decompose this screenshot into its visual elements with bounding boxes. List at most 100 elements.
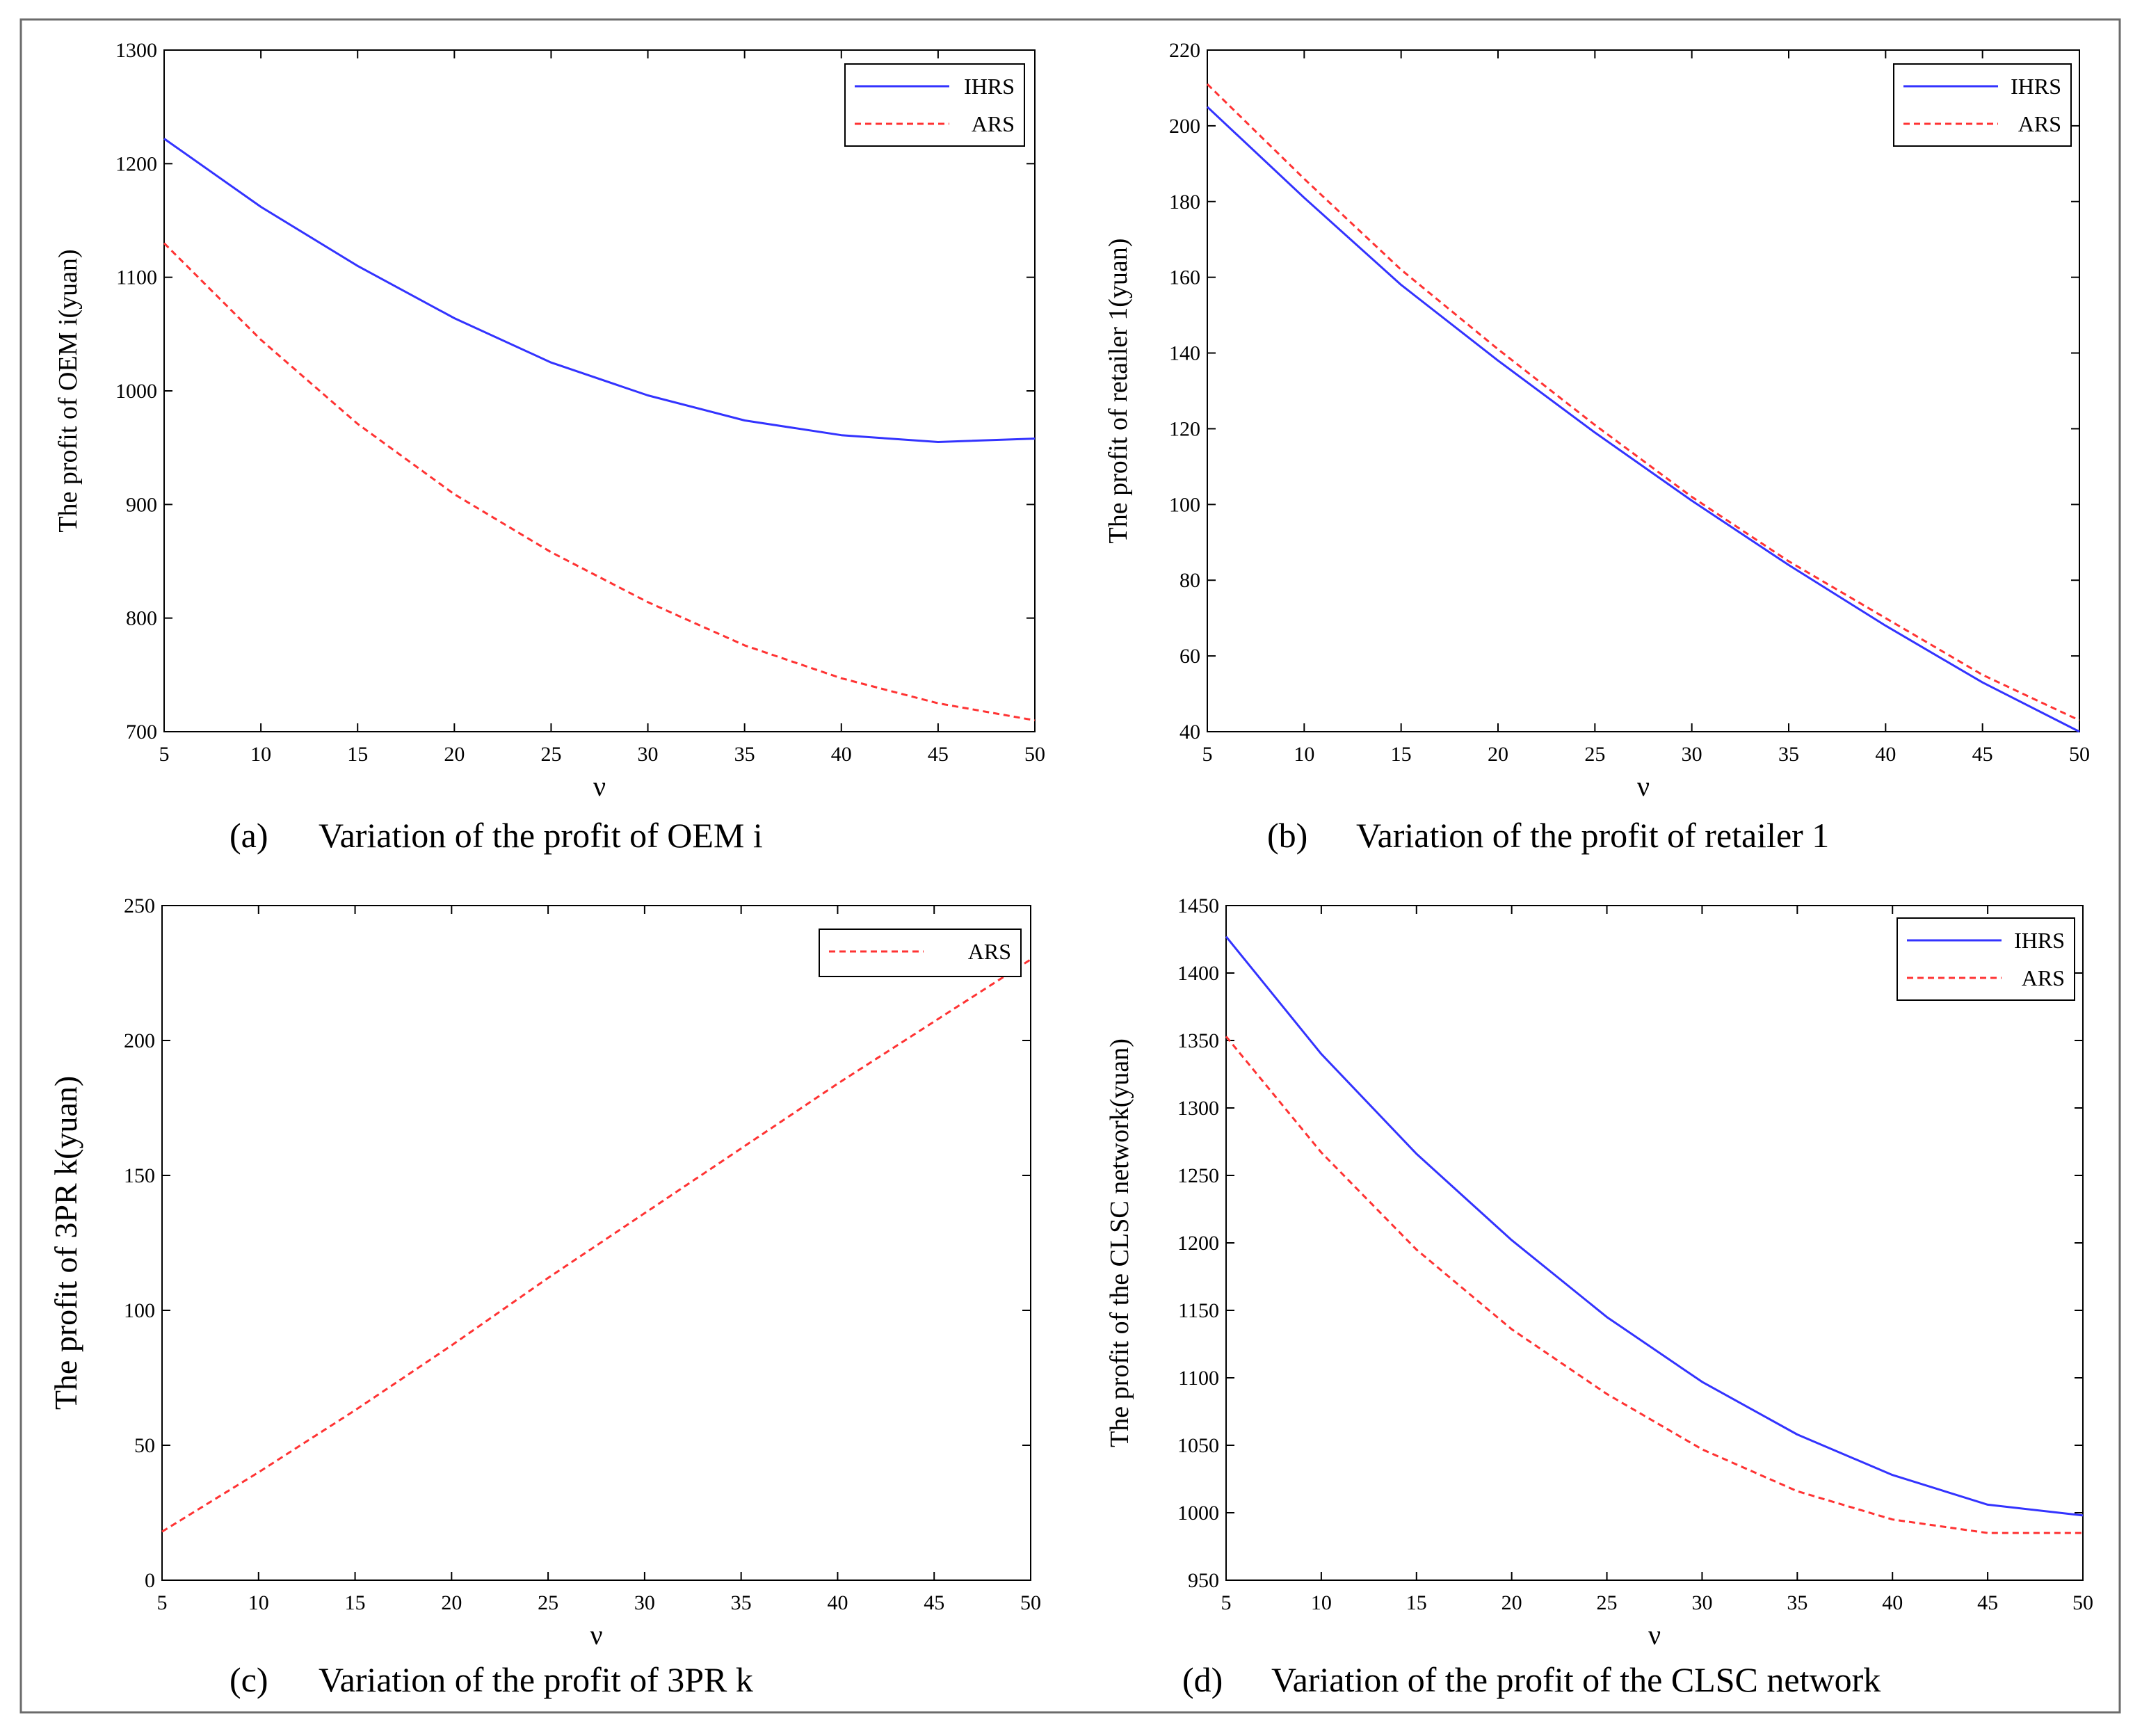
caption-letter: (c)	[230, 1660, 268, 1699]
x-tick-label: 35	[1778, 743, 1799, 766]
x-tick-label: 50	[2072, 1591, 2093, 1614]
x-tick-label: 25	[1597, 1591, 1618, 1614]
legend-label-ars: ARS	[972, 111, 1015, 136]
caption-letter: (d)	[1182, 1660, 1223, 1699]
y-axis-label: The profit of the CLSC network(yuan)	[1105, 1038, 1134, 1447]
x-tick-label: 35	[734, 743, 755, 766]
x-tick-label: 20	[441, 1591, 462, 1614]
series-line-ihrs	[1225, 935, 2084, 1517]
legend-box	[1897, 917, 2075, 1001]
caption-text: Variation of the profit of OEM i	[319, 816, 763, 855]
plot-area	[161, 905, 1031, 1581]
y-tick-label: 1450	[1177, 894, 1219, 917]
y-tick-label: 800	[126, 607, 157, 630]
y-tick-label: 50	[134, 1434, 155, 1457]
y-axis-label: The profit of 3PR k(yuan)	[48, 1076, 83, 1410]
y-tick-label: 1300	[115, 39, 157, 62]
y-tick-label: 1100	[116, 266, 157, 289]
x-tick-label: 5	[157, 1591, 168, 1614]
x-tick-label: 5	[159, 743, 170, 766]
x-tick-label: 45	[1972, 743, 1993, 766]
x-tick-label: 50	[1020, 1591, 1041, 1614]
x-axis-label: ν	[1637, 771, 1650, 802]
legend-label-ihrs: IHRS	[2011, 74, 2061, 99]
caption-text: Variation of the profit of the CLSC netw…	[1271, 1660, 1881, 1699]
x-tick-label: 25	[538, 1591, 558, 1614]
y-tick-label: 100	[124, 1299, 155, 1322]
caption-letter: (b)	[1267, 816, 1307, 855]
y-axis-label: The profit of OEM i(yuan)	[54, 249, 83, 532]
y-tick-label: 150	[124, 1164, 155, 1187]
y-tick-label: 1100	[1178, 1367, 1219, 1390]
x-tick-label: 15	[345, 1591, 366, 1614]
y-tick-label: 1000	[1177, 1502, 1219, 1525]
chart-b: 5 10 15 20 25 30 35 40 45 50 40 60 80 100 120 140 160 180…	[1104, 39, 2090, 855]
x-tick-label: 25	[540, 743, 561, 766]
y-tick-label: 160	[1169, 266, 1200, 289]
y-axis-label: The profit of retailer 1(yuan)	[1104, 239, 1133, 544]
x-tick-label: 40	[1875, 743, 1896, 766]
y-tick-label: 140	[1169, 342, 1200, 365]
x-tick-label: 30	[634, 1591, 655, 1614]
x-tick-label: 25	[1584, 743, 1605, 766]
x-tick-label: 40	[1882, 1591, 1903, 1614]
y-tick-label: 1250	[1177, 1164, 1219, 1187]
x-tick-label: 5	[1202, 743, 1213, 766]
legend-box	[819, 929, 1022, 977]
y-tick-label: 250	[124, 894, 155, 917]
legend-label-ihrs: IHRS	[964, 74, 1015, 99]
legend: IHRS ARS	[1893, 63, 2072, 147]
caption-text: Variation of the profit of retailer 1	[1356, 816, 1829, 855]
x-tick-label: 45	[1977, 1591, 1998, 1614]
legend: IHRS ARS	[844, 63, 1025, 147]
legend: IHRS ARS	[1897, 917, 2075, 1001]
chart-d: 5 10 15 20 25 30 35 40 45 50 950 1000 1050 1100 1150 12…	[1105, 894, 2093, 1699]
series-line-ars	[161, 958, 1031, 1533]
y-tick-label: 120	[1169, 417, 1200, 440]
caption-letter: (a)	[230, 816, 268, 855]
x-tick-label: 45	[924, 1591, 944, 1614]
x-tick-label: 40	[827, 1591, 848, 1614]
x-tick-label: 15	[347, 743, 368, 766]
x-tick-label: 10	[248, 1591, 269, 1614]
y-tick-label: 200	[124, 1029, 155, 1052]
legend: ARS	[819, 929, 1022, 977]
legend-label-ars: ARS	[2018, 111, 2061, 136]
y-tick-label: 950	[1188, 1569, 1219, 1592]
legend-box	[1893, 63, 2072, 147]
series-line-ars	[1206, 83, 2080, 722]
x-tick-label: 30	[1682, 743, 1702, 766]
x-tick-label: 50	[2069, 743, 2090, 766]
y-tick-label: 60	[1179, 645, 1200, 668]
legend-label-ars: ARS	[2022, 965, 2065, 990]
chart-c: 5 10 15 20 25 30 35 40 45 50 0 50 100 150 200 250 ν The p…	[48, 894, 1041, 1699]
x-tick-label: 20	[1501, 1591, 1522, 1614]
x-tick-label: 45	[928, 743, 949, 766]
y-tick-label: 40	[1179, 721, 1200, 744]
x-tick-label: 50	[1024, 743, 1045, 766]
x-tick-label: 5	[1221, 1591, 1232, 1614]
x-tick-label: 15	[1391, 743, 1412, 766]
y-tick-label: 1350	[1177, 1029, 1219, 1052]
plot-area	[163, 49, 1036, 732]
x-tick-label: 20	[444, 743, 465, 766]
x-tick-label: 20	[1488, 743, 1508, 766]
y-tick-label: 1000	[115, 380, 157, 403]
x-axis-label: ν	[1648, 1619, 1661, 1650]
x-axis-label: ν	[590, 1619, 602, 1650]
series-line-ihrs	[163, 138, 1036, 443]
y-tick-label: 1200	[1177, 1232, 1219, 1255]
charts-container: 5 10 15 20 25 30 35 40 45 50 700 800 900 1000 1100 1200…	[48, 39, 2093, 1699]
legend-label-ihrs: IHRS	[2014, 928, 2065, 953]
series-line-ars	[1225, 1036, 2083, 1534]
y-tick-label: 900	[126, 493, 157, 516]
x-tick-label: 35	[731, 1591, 752, 1614]
x-tick-label: 15	[1406, 1591, 1427, 1614]
legend-box	[844, 63, 1025, 147]
y-tick-label: 700	[126, 721, 157, 744]
x-tick-label: 10	[1311, 1591, 1332, 1614]
x-tick-label: 30	[1691, 1591, 1712, 1614]
plot-area	[1207, 49, 2080, 732]
y-tick-label: 1200	[115, 152, 157, 175]
